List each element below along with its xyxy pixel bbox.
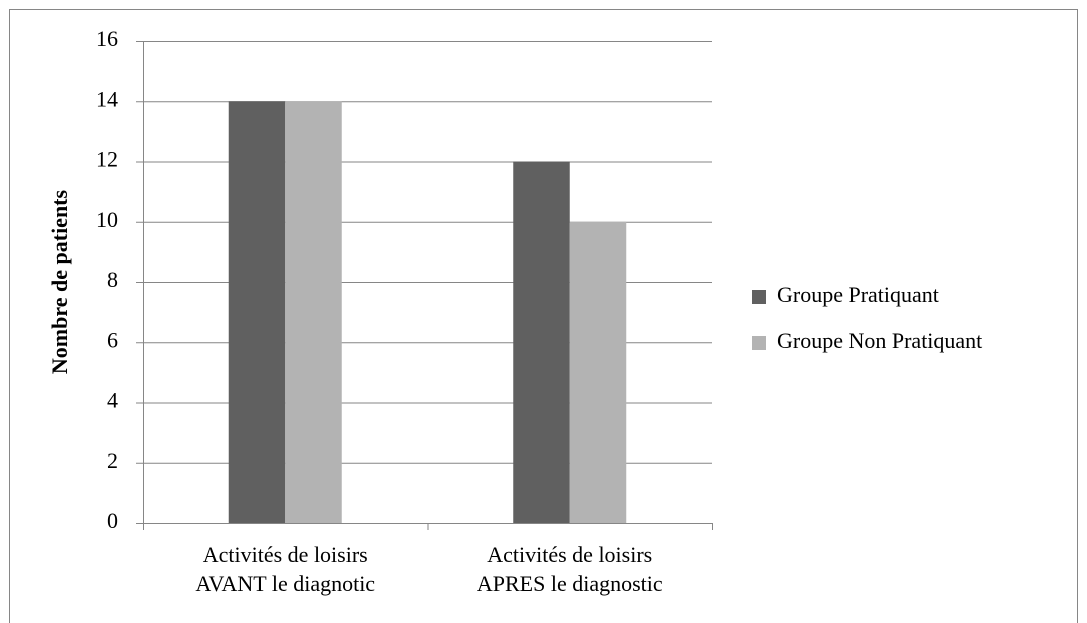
y-tick-label: 4: [107, 388, 118, 413]
y-tick-label: 10: [96, 207, 118, 232]
bar: [513, 161, 570, 523]
bar: [285, 101, 342, 523]
y-tick-label: 6: [107, 327, 118, 352]
chart-frame: [9, 9, 1078, 623]
y-tick-label: 8: [107, 267, 118, 292]
x-tick-label: Activités de loisirs: [487, 542, 652, 567]
x-tick-label: AVANT le diagnotic: [195, 571, 375, 596]
y-axis-title: Nombre de patients: [47, 189, 72, 374]
x-tick-label: APRES le diagnostic: [477, 571, 663, 596]
bar: [569, 221, 627, 523]
legend-swatch: [752, 290, 766, 304]
legend-label: Groupe Non Pratiquant: [777, 328, 982, 353]
y-tick-label: 16: [96, 26, 118, 51]
y-tick-label: 12: [96, 147, 118, 172]
y-tick-label: 14: [96, 86, 118, 111]
y-tick-label: 2: [107, 448, 118, 473]
legend-swatch: [752, 336, 766, 350]
legend-label: Groupe Pratiquant: [777, 282, 939, 307]
bar: [228, 101, 286, 523]
y-tick-label: 0: [107, 508, 118, 533]
x-tick-label: Activités de loisirs: [203, 542, 368, 567]
